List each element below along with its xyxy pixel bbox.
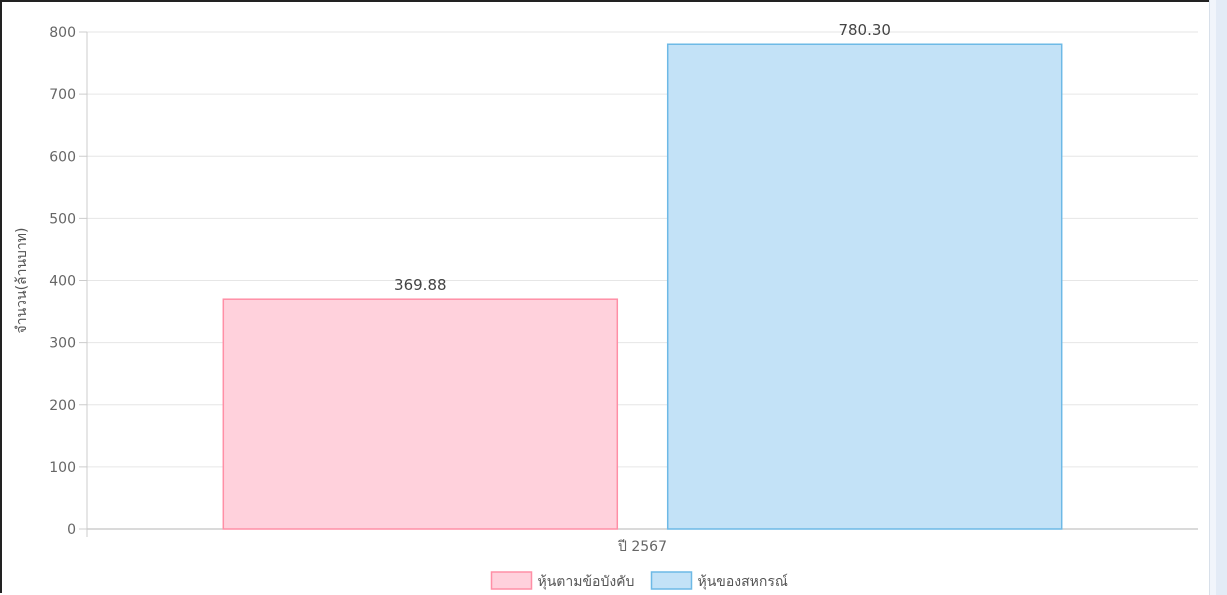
bar-2[interactable] xyxy=(666,43,1063,530)
y-tick-label: 200 xyxy=(49,398,76,414)
bar-value-label: 369.88 xyxy=(394,276,447,294)
legend-item[interactable]: หุ้นตามข้อบังคับ xyxy=(490,571,635,590)
y-tick-label: 600 xyxy=(49,149,76,165)
y-axis-ticks: 0 100 200 300 400 500 600 700 800 xyxy=(49,25,87,538)
bar-1[interactable] xyxy=(222,298,619,530)
y-tick-label: 100 xyxy=(49,460,76,476)
x-axis-ticks: ปี 2567 xyxy=(618,539,667,555)
y-tick-label: 0 xyxy=(67,522,76,538)
x-tick-label: ปี 2567 xyxy=(618,539,667,555)
legend-item[interactable]: หุ้นของสหกรณ์ xyxy=(650,571,788,590)
bars: 369.88 780.30 xyxy=(222,21,1063,530)
legend-label: หุ้นของสหกรณ์ xyxy=(698,573,788,590)
y-tick-label: 800 xyxy=(49,25,76,41)
y-tick-label: 500 xyxy=(49,211,76,227)
legend-label: หุ้นตามข้อบังคับ xyxy=(538,574,635,590)
right-edge-panel xyxy=(1209,0,1227,595)
legend: หุ้นตามข้อบังคับ หุ้นของสหกรณ์ xyxy=(490,571,788,590)
bar-value-label: 780.30 xyxy=(838,21,891,39)
y-tick-label: 400 xyxy=(49,274,76,290)
legend-swatch xyxy=(490,571,533,590)
y-tick-label: 300 xyxy=(49,336,76,352)
y-tick-label: 700 xyxy=(49,87,76,103)
legend-swatch xyxy=(650,571,693,590)
y-axis-title: จำนวน(ล้านบาท) xyxy=(14,228,30,334)
